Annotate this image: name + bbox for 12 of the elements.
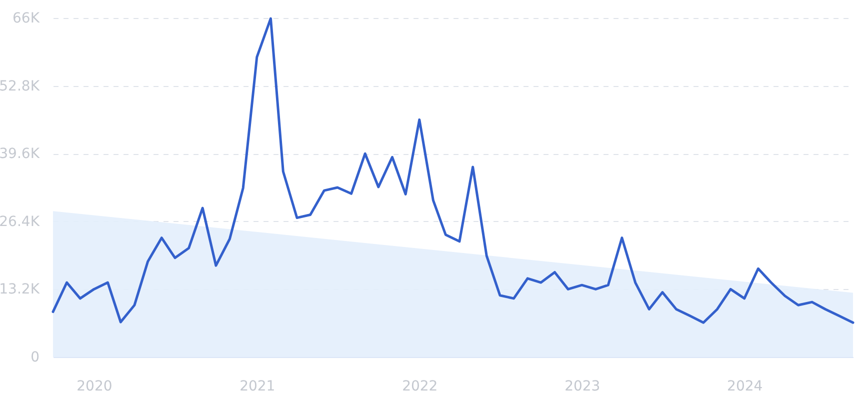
- x-tick-label: 2020: [76, 378, 112, 394]
- y-tick-label: 66K: [12, 10, 40, 26]
- y-tick-label: 26.4K: [0, 214, 40, 230]
- y-tick-label: 52.8K: [0, 78, 40, 94]
- x-tick-label: 2024: [727, 378, 763, 394]
- x-tick-label: 2023: [564, 378, 600, 394]
- y-tick-label: 39.6K: [0, 146, 40, 162]
- x-tick-label: 2021: [240, 378, 276, 394]
- y-tick-label: 0: [30, 350, 40, 366]
- x-tick-label: 2022: [402, 378, 438, 394]
- line-series: [52, 17, 854, 324]
- y-tick-label: 13.2K: [0, 282, 40, 298]
